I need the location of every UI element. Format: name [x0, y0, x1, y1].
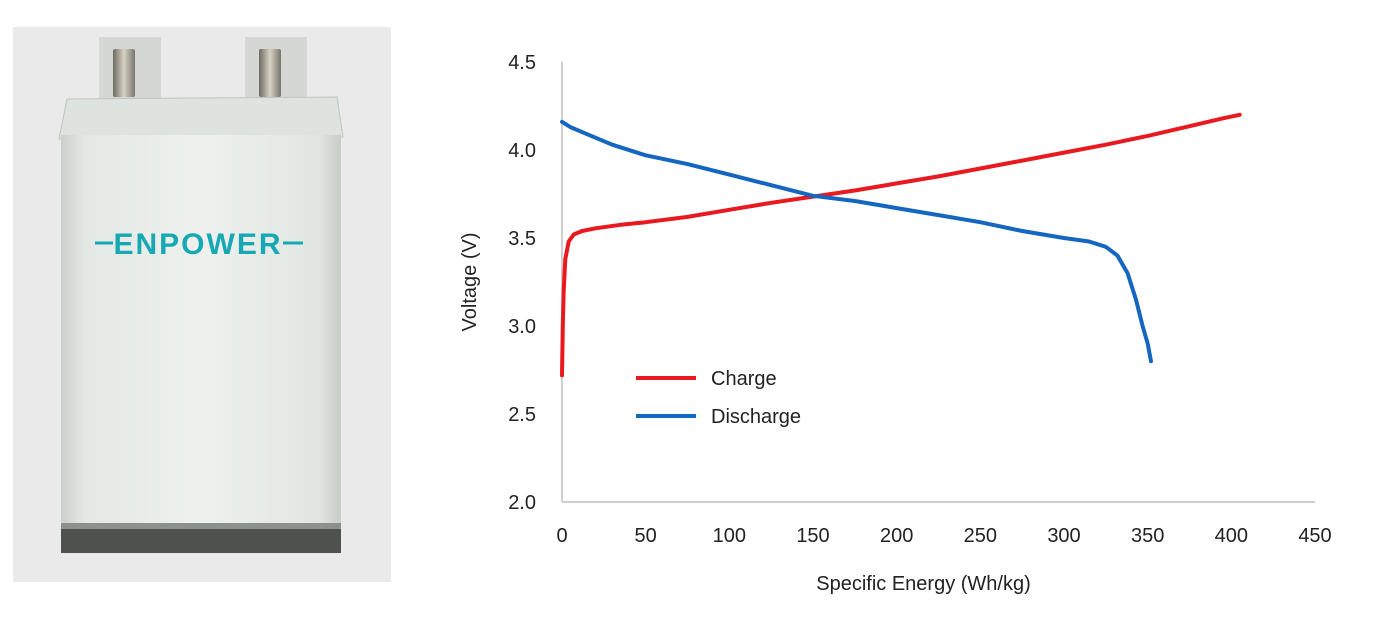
chart-canvas: 2.0 2.5 3.0 3.5 4.0 4.5 0 50 100 150 200 250 300 350… [459, 52, 1332, 595]
pouch-body [61, 135, 341, 541]
top-seal [58, 96, 344, 140]
battery-photo: ENPOWER [13, 27, 391, 582]
legend: Charge Discharge [636, 368, 801, 428]
pouch-cell-icon: ENPOWER [13, 27, 391, 582]
brand-logo-text: ENPOWER [113, 228, 282, 261]
x-tick-label: 350 [1131, 525, 1164, 547]
x-axis-title: Specific Energy (Wh/kg) [816, 573, 1031, 595]
negative-tab [113, 49, 135, 97]
voltage-chart: 2.0 2.5 3.0 3.5 4.0 4.5 0 50 100 150 200 250 300 350… [420, 30, 1380, 610]
y-tick-label: 2.0 [508, 492, 536, 514]
brand-logo: ENPOWER [95, 228, 303, 261]
x-tick-label: 300 [1047, 525, 1080, 547]
x-tick-label: 200 [880, 525, 913, 547]
x-tick-label: 150 [796, 525, 829, 547]
x-tick-label: 100 [713, 525, 746, 547]
bottom-edge [61, 527, 341, 553]
series-line-charge [560, 112, 1242, 378]
x-tick-label: 0 [556, 525, 567, 547]
x-tick-label: 450 [1298, 525, 1331, 547]
y-tick-label: 4.0 [508, 140, 536, 162]
y-tick-label: 2.5 [508, 404, 536, 426]
y-tick-label: 3.0 [508, 316, 536, 338]
positive-tab [259, 49, 281, 97]
y-tick-label: 4.5 [508, 52, 536, 74]
series-line-discharge [560, 119, 1153, 364]
x-tick-label: 50 [635, 525, 657, 547]
legend-label-discharge: Discharge [711, 406, 801, 428]
legend-label-charge: Charge [711, 368, 777, 390]
y-axis-title: Voltage (V) [459, 233, 481, 332]
x-tick-label: 250 [964, 525, 997, 547]
x-tick-labels: 0 50 100 150 200 250 300 350 400 450 [556, 525, 1331, 547]
y-tick-labels: 2.0 2.5 3.0 3.5 4.0 4.5 [508, 52, 536, 514]
x-tick-label: 400 [1215, 525, 1248, 547]
y-tick-label: 3.5 [508, 228, 536, 250]
series-lines [560, 112, 1242, 378]
